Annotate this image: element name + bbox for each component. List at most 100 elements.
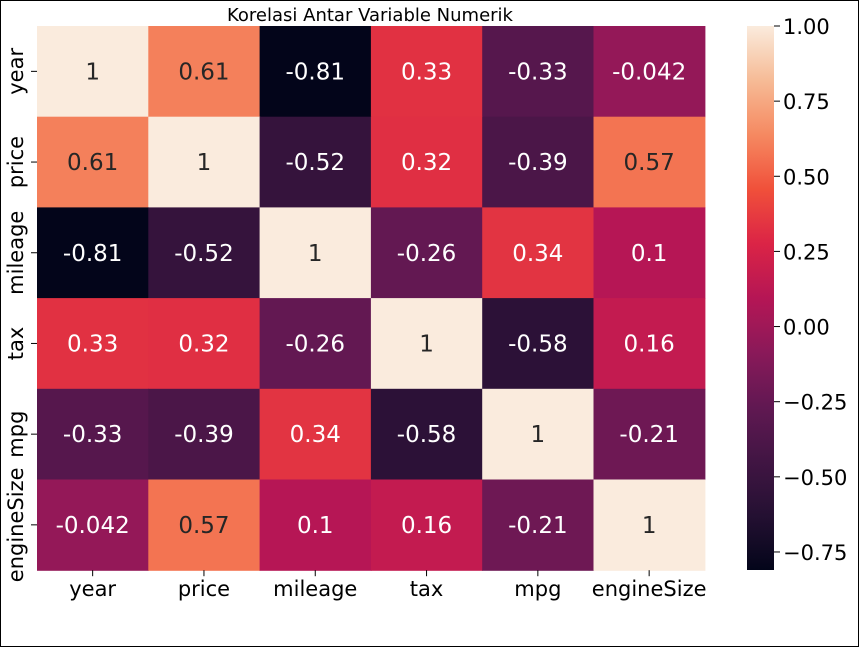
x-tick-label: mileage xyxy=(273,577,357,601)
cell-value-label: -0.33 xyxy=(63,422,123,448)
chart-title: Korelasi Antar Variable Numerik xyxy=(227,5,514,26)
heatmap-cell xyxy=(37,26,149,118)
heatmap-cell xyxy=(259,26,372,118)
cell-value-label: 0.61 xyxy=(178,59,229,85)
heatmap-cell xyxy=(148,207,261,299)
heatmap-cell xyxy=(148,479,261,571)
cell-value-label: -0.26 xyxy=(285,331,345,357)
heatmap-cell xyxy=(482,388,595,481)
colorbar-tick-label: 0.75 xyxy=(783,90,830,114)
cell-value-label: 0.57 xyxy=(624,150,675,176)
cell-value-label: 0.16 xyxy=(401,513,452,539)
heatmap-cells xyxy=(37,26,706,571)
heatmap-cell xyxy=(259,116,372,208)
cell-value-label: 1 xyxy=(85,59,100,85)
x-tick-label: mpg xyxy=(514,577,561,601)
heatmap-cell xyxy=(37,116,149,208)
heatmap-cell xyxy=(593,298,706,390)
heatmap-cell xyxy=(148,116,261,208)
cell-value-label: -0.042 xyxy=(56,513,130,539)
heatmap-cell xyxy=(37,207,149,299)
x-tick-label: year xyxy=(69,577,116,601)
cell-value-label: 0.32 xyxy=(401,150,452,176)
x-axis-tick-labels: year price mileage tax mpg engineSize xyxy=(69,570,707,601)
heatmap-cell xyxy=(370,26,483,118)
cell-value-label: -0.52 xyxy=(285,150,345,176)
heatmap-cell xyxy=(37,298,149,390)
colorbar-tick-label: −0.25 xyxy=(783,391,847,415)
y-tick-label: mileage xyxy=(4,211,28,295)
cell-value-label: 0.1 xyxy=(631,241,668,267)
heatmap-cell xyxy=(259,388,372,481)
cell-value-label: -0.26 xyxy=(397,241,457,267)
colorbar-tick-label: −0.75 xyxy=(783,541,847,565)
cell-value-label: 1 xyxy=(197,150,212,176)
heatmap-cell xyxy=(593,388,706,481)
cell-value-label: 0.57 xyxy=(178,513,229,539)
cell-value-label: -0.52 xyxy=(174,241,234,267)
cell-value-label: 1 xyxy=(531,422,546,448)
heatmap-cell xyxy=(148,26,261,118)
x-tick-label: price xyxy=(178,577,230,601)
cell-value-label: -0.042 xyxy=(612,59,686,85)
heatmap-cell xyxy=(148,388,261,481)
cell-value-label: 1 xyxy=(419,331,434,357)
colorbar-tick-label: 0.25 xyxy=(783,240,830,264)
heatmap-cell xyxy=(259,298,372,390)
heatmap-cell xyxy=(370,207,483,299)
cell-value-label: 0.33 xyxy=(67,331,118,357)
heatmap-cell xyxy=(370,479,483,571)
cell-value-label: 1 xyxy=(308,241,323,267)
heatmap-cell xyxy=(37,388,149,481)
y-axis-tick-labels: year price mileage tax mpg engineSize xyxy=(4,48,37,582)
cell-value-label: 0.16 xyxy=(624,331,675,357)
colorbar xyxy=(747,26,774,570)
cell-value-label: 0.34 xyxy=(290,422,341,448)
heatmap-cell xyxy=(482,207,595,299)
heatmap-cell xyxy=(482,479,595,571)
heatmap-cell xyxy=(593,116,706,208)
cell-value-label: 0.32 xyxy=(178,331,229,357)
heatmap-cell xyxy=(593,26,706,118)
y-tick-label: mpg xyxy=(4,411,28,458)
cell-value-label: -0.21 xyxy=(508,513,568,539)
cell-value-label: -0.21 xyxy=(619,422,679,448)
x-tick-label: engineSize xyxy=(592,577,707,601)
cell-value-label: -0.81 xyxy=(63,241,123,267)
colorbar-ticks: 1.00 0.75 0.50 0.25 0.00 −0.25 −0.50 −0.75 xyxy=(774,15,847,565)
cell-value-label: -0.33 xyxy=(508,59,568,85)
heatmap-cell xyxy=(370,388,483,481)
y-tick-label: tax xyxy=(4,327,28,361)
cell-value-label: 0.1 xyxy=(297,513,334,539)
cell-value-label: -0.81 xyxy=(285,59,345,85)
colorbar-tick-label: 0.50 xyxy=(783,165,830,189)
y-tick-label: engineSize xyxy=(4,467,28,582)
heatmap-cell xyxy=(593,207,706,299)
heatmap-cell xyxy=(370,298,483,390)
x-tick-label: tax xyxy=(410,577,444,601)
cell-value-label: 0.61 xyxy=(67,150,118,176)
y-tick-label: price xyxy=(4,136,28,188)
y-tick-label: year xyxy=(4,48,28,95)
colorbar-tick-label: 0.00 xyxy=(783,316,830,340)
heatmap-cell xyxy=(259,207,372,299)
cell-value-label: -0.58 xyxy=(508,331,568,357)
cell-value-label: 1 xyxy=(642,513,657,539)
cell-value-label: -0.58 xyxy=(397,422,457,448)
heatmap-cell xyxy=(370,116,483,208)
heatmap-cell xyxy=(482,26,595,118)
heatmap-cell xyxy=(148,298,261,390)
cell-value-label: 0.33 xyxy=(401,59,452,85)
heatmap-cell xyxy=(482,298,595,390)
cell-value-label: -0.39 xyxy=(174,422,234,448)
heatmap-cell xyxy=(593,479,706,571)
cell-value-label: 0.34 xyxy=(512,241,563,267)
colorbar-tick-label: −0.50 xyxy=(783,466,847,490)
heatmap-cell xyxy=(259,479,372,571)
heatmap-annotations: 1 0.61 -0.81 0.33 -0.33 -0.042 0.61 1 -0.52 0.32 -… xyxy=(56,59,687,538)
heatmap-cell xyxy=(482,116,595,208)
heatmap-cell xyxy=(37,479,149,571)
cell-value-label: -0.39 xyxy=(508,150,568,176)
colorbar-tick-label: 1.00 xyxy=(783,15,830,39)
